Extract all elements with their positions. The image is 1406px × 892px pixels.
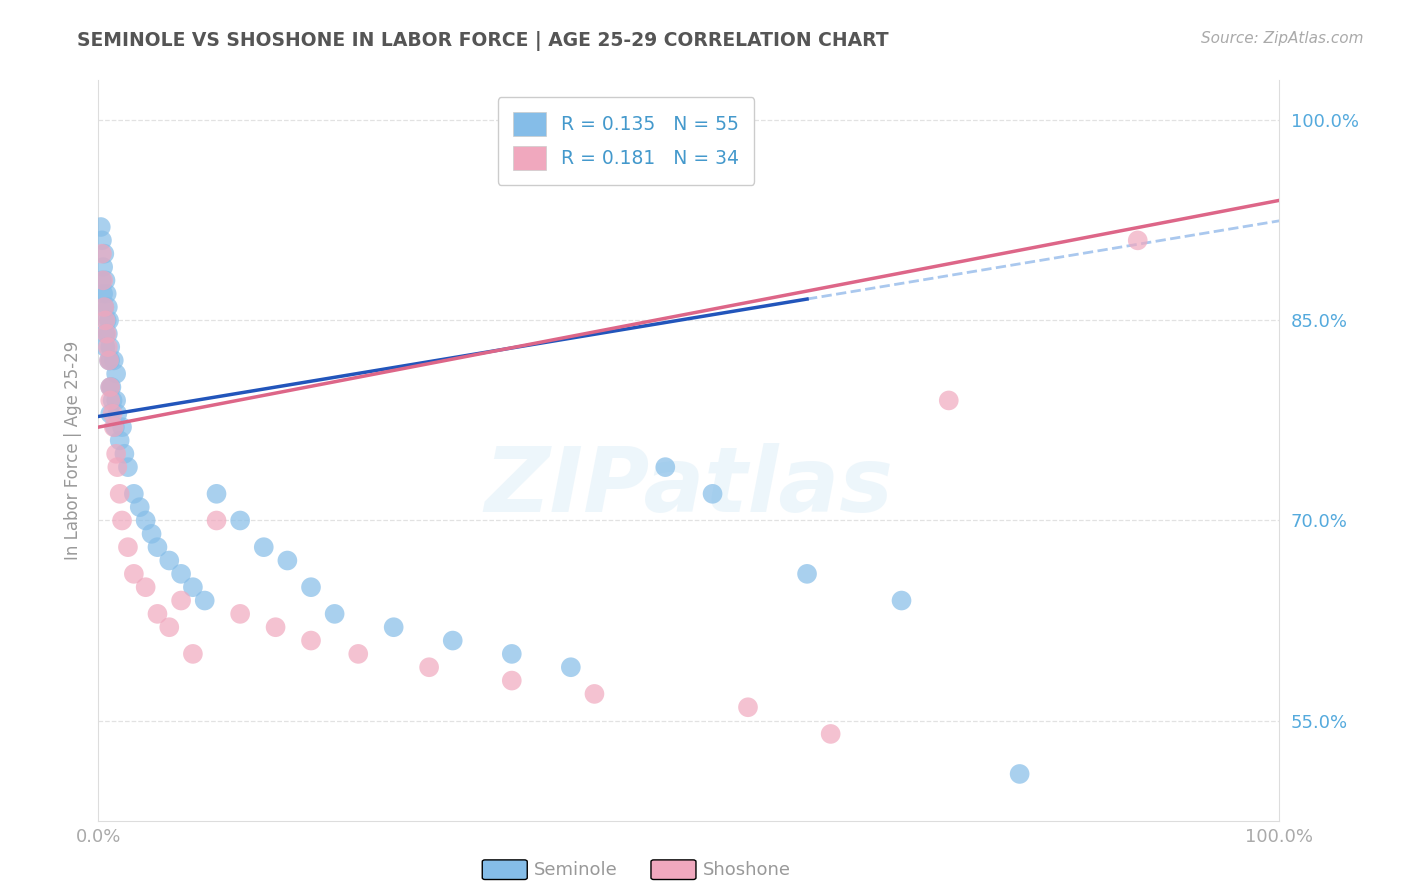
Point bbox=[560, 660, 582, 674]
Point bbox=[93, 300, 115, 314]
Point bbox=[105, 407, 128, 421]
Point bbox=[91, 273, 114, 287]
Point bbox=[229, 514, 252, 528]
Point bbox=[93, 246, 115, 260]
Point bbox=[135, 580, 157, 594]
Point bbox=[98, 353, 121, 368]
Point bbox=[98, 353, 121, 368]
Point bbox=[170, 593, 193, 607]
Point bbox=[441, 633, 464, 648]
Point bbox=[96, 313, 118, 327]
Point bbox=[98, 393, 121, 408]
Point bbox=[820, 727, 842, 741]
Legend: R = 0.135   N = 55, R = 0.181   N = 34: R = 0.135 N = 55, R = 0.181 N = 34 bbox=[498, 97, 754, 185]
Point bbox=[117, 540, 139, 554]
Point bbox=[418, 660, 440, 674]
Point bbox=[229, 607, 252, 621]
Point bbox=[103, 353, 125, 368]
Point bbox=[1008, 767, 1031, 781]
Point bbox=[122, 487, 145, 501]
Point bbox=[94, 326, 117, 341]
Point bbox=[91, 246, 114, 260]
Point bbox=[737, 700, 759, 714]
Point bbox=[146, 607, 169, 621]
Point bbox=[91, 260, 114, 274]
Point bbox=[299, 633, 322, 648]
Point bbox=[128, 500, 150, 515]
Point bbox=[96, 286, 118, 301]
Point bbox=[111, 420, 134, 434]
Point bbox=[890, 593, 912, 607]
Point bbox=[98, 340, 121, 354]
FancyBboxPatch shape bbox=[651, 860, 696, 880]
Point bbox=[105, 367, 128, 381]
Point bbox=[105, 447, 128, 461]
Point bbox=[276, 553, 298, 567]
Point bbox=[112, 447, 135, 461]
Point bbox=[1126, 233, 1149, 247]
Point bbox=[157, 553, 180, 567]
Point bbox=[97, 340, 120, 354]
Point bbox=[98, 313, 121, 327]
Text: SEMINOLE VS SHOSHONE IN LABOR FORCE | AGE 25-29 CORRELATION CHART: SEMINOLE VS SHOSHONE IN LABOR FORCE | AG… bbox=[77, 31, 889, 51]
Point bbox=[101, 407, 124, 421]
Point bbox=[117, 460, 139, 475]
Point bbox=[654, 460, 676, 475]
Point bbox=[146, 540, 169, 554]
Text: Seminole: Seminole bbox=[534, 861, 619, 879]
Point bbox=[100, 380, 122, 394]
Point bbox=[98, 380, 121, 394]
Y-axis label: In Labor Force | Age 25-29: In Labor Force | Age 25-29 bbox=[63, 341, 82, 560]
Point bbox=[97, 326, 120, 341]
Point bbox=[98, 407, 121, 421]
Point bbox=[98, 353, 121, 368]
Point bbox=[347, 647, 370, 661]
Text: Shoshone: Shoshone bbox=[703, 861, 792, 879]
Point bbox=[111, 514, 134, 528]
Point bbox=[108, 487, 131, 501]
Point bbox=[104, 420, 127, 434]
Point bbox=[501, 673, 523, 688]
Point bbox=[98, 380, 121, 394]
Point bbox=[103, 420, 125, 434]
FancyBboxPatch shape bbox=[482, 860, 527, 880]
Point bbox=[702, 487, 724, 501]
Point bbox=[253, 540, 276, 554]
Point bbox=[90, 220, 112, 235]
Point bbox=[157, 620, 180, 634]
Text: ZIPatlas: ZIPatlas bbox=[485, 443, 893, 532]
Point bbox=[938, 393, 960, 408]
Text: Source: ZipAtlas.com: Source: ZipAtlas.com bbox=[1201, 31, 1364, 46]
Point bbox=[323, 607, 346, 621]
Point bbox=[264, 620, 287, 634]
Point bbox=[96, 326, 118, 341]
Point bbox=[135, 514, 157, 528]
Point bbox=[122, 566, 145, 581]
Point bbox=[91, 273, 114, 287]
Point bbox=[105, 393, 128, 408]
Point bbox=[501, 647, 523, 661]
Point bbox=[94, 340, 117, 354]
Point bbox=[170, 566, 193, 581]
Point bbox=[181, 647, 204, 661]
Point bbox=[141, 526, 163, 541]
Point bbox=[94, 273, 117, 287]
Point bbox=[205, 514, 228, 528]
Point bbox=[91, 286, 114, 301]
Point bbox=[101, 393, 124, 408]
Point bbox=[205, 487, 228, 501]
Point bbox=[796, 566, 818, 581]
Point bbox=[94, 313, 117, 327]
Point bbox=[105, 460, 128, 475]
Point bbox=[194, 593, 217, 607]
Point bbox=[91, 233, 114, 247]
Point bbox=[93, 300, 115, 314]
Point bbox=[108, 434, 131, 448]
Point bbox=[299, 580, 322, 594]
Point bbox=[382, 620, 405, 634]
Point bbox=[583, 687, 606, 701]
Point bbox=[97, 300, 120, 314]
Point bbox=[181, 580, 204, 594]
